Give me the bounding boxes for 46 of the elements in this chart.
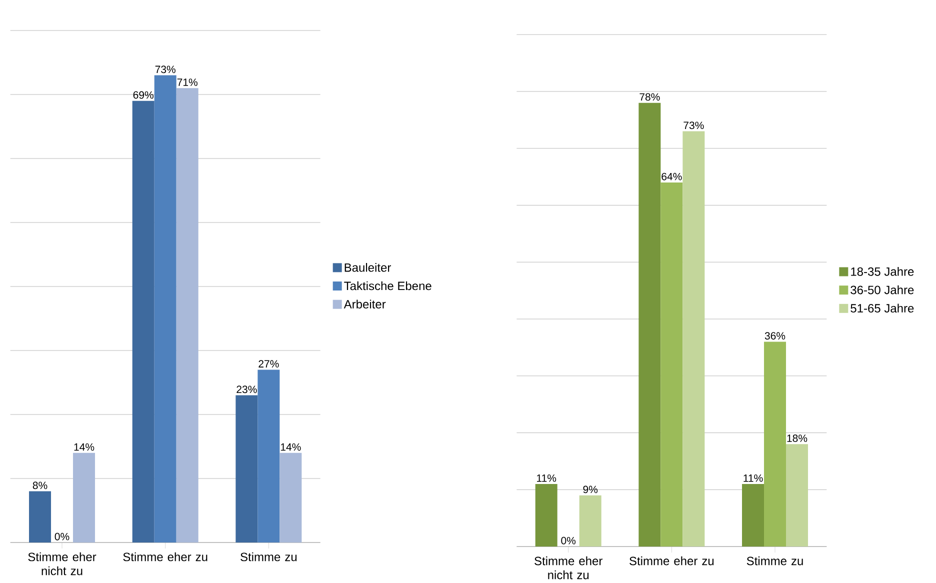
data-label: 11% [537, 474, 556, 482]
bar [682, 131, 705, 547]
data-label: 69% [133, 91, 154, 99]
legend-label: Taktische Ebene [344, 281, 432, 290]
data-label: 11% [744, 474, 763, 482]
x-tick-label: Stimme eher nicht zu [534, 556, 602, 580]
data-label: 23% [236, 386, 257, 394]
bar [280, 452, 302, 543]
bar [132, 100, 154, 543]
x-tick-label: Stimme zu [240, 552, 297, 562]
x-tick-label: Stimme zu [746, 556, 803, 566]
data-label: 36% [764, 332, 786, 340]
x-tick-label: Stimme eher nicht zu [28, 552, 96, 576]
bar [258, 370, 280, 543]
data-label: 0% [561, 536, 576, 544]
data-label: 18% [787, 434, 808, 442]
data-label: 9% [583, 486, 598, 494]
data-label: 14% [74, 443, 94, 451]
data-label: 64% [662, 172, 682, 180]
data-label: 78% [640, 93, 660, 101]
legend-label: 51-65 Jahre [850, 304, 914, 313]
bar [176, 88, 198, 543]
bar [29, 491, 52, 543]
data-label: 14% [280, 443, 301, 451]
x-tick-label: Stimme eher zu [123, 552, 208, 562]
bar [154, 75, 176, 543]
bar [73, 452, 96, 543]
x-tick-label: Stimme eher zu [630, 556, 714, 566]
legend-label: Arbeiter [344, 300, 386, 309]
bar [786, 444, 808, 547]
bar [579, 495, 602, 547]
data-label: 73% [684, 122, 704, 130]
bar [742, 484, 764, 547]
data-label: 27% [258, 360, 279, 368]
data-label: 8% [32, 482, 48, 490]
data-label: 71% [177, 78, 198, 86]
bar [660, 182, 683, 547]
bar [638, 102, 661, 547]
legend-label: 18-35 Jahre [851, 267, 914, 276]
bar [764, 342, 786, 547]
bar [236, 395, 258, 543]
bar [535, 484, 558, 547]
data-label: 0% [54, 532, 70, 540]
legend-label: 36-50 Jahre [850, 285, 914, 294]
data-label: 73% [155, 66, 176, 74]
legend-label: Bauleiter [344, 263, 391, 272]
